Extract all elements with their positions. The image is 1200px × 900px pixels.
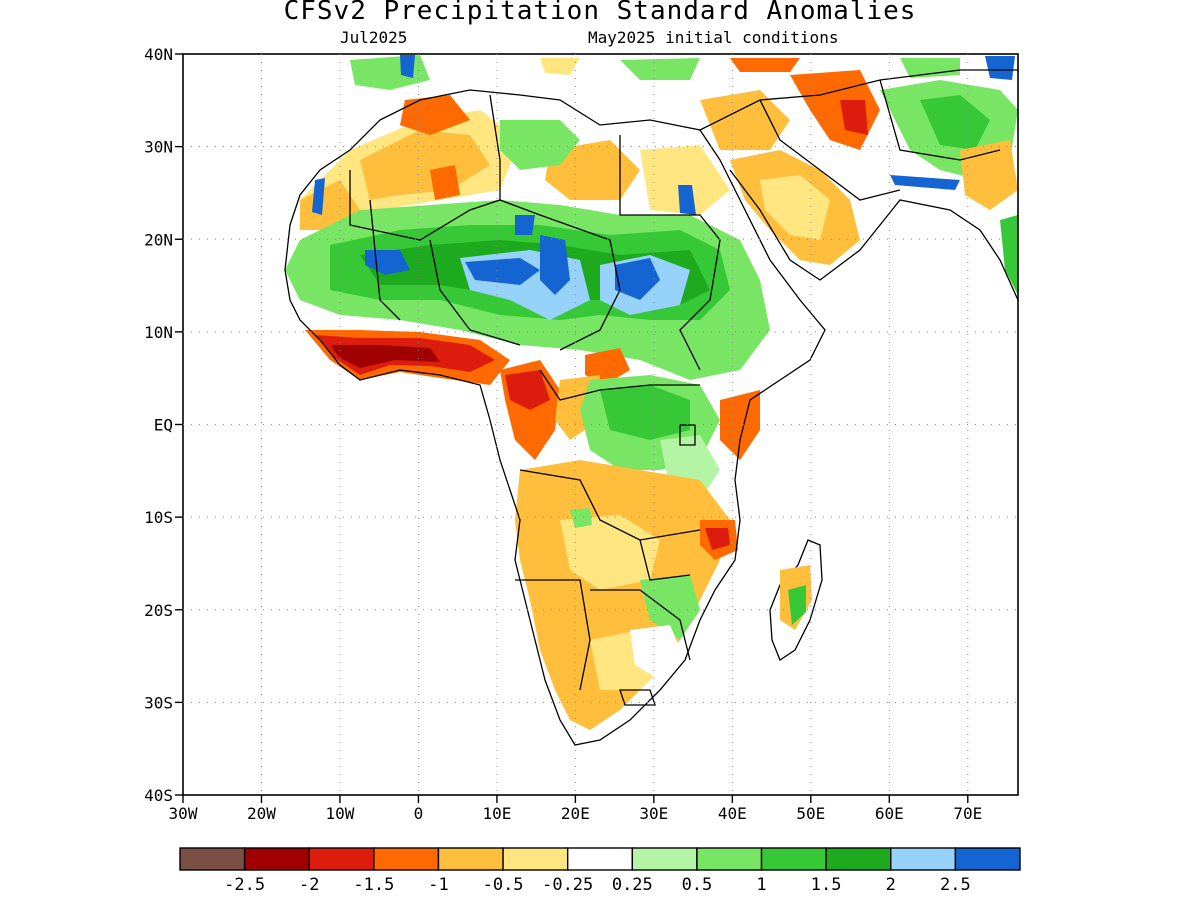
lat-tick-label: 30N: [144, 138, 173, 157]
colorbar-label: 1.5: [811, 875, 842, 895]
colorbar-label: 2.5: [940, 875, 971, 895]
lat-tick-label: 20N: [144, 230, 173, 249]
colorbar-swatch: [243, 847, 310, 871]
colorbar-label: -0.25: [542, 875, 593, 895]
lon-tick-label: 50E: [796, 804, 825, 823]
lon-tick-label: 0: [414, 804, 424, 823]
coastlines-and-borders: [284, 69, 1018, 746]
forecast-month: Jul2025: [340, 28, 408, 47]
lon-tick-label: 70E: [953, 804, 982, 823]
lat-tick-label: 30S: [144, 693, 173, 712]
colorbar-swatch: [954, 847, 1021, 871]
lon-tick-label: 10W: [326, 804, 355, 823]
colorbar-legend: -2.5 -2 -1.5 -1 -0.5 -0.25 0.25 0.5 1 1.5 2 2.5: [179, 847, 1021, 895]
lat-tick-label: 10N: [144, 323, 173, 342]
lon-tick-label: 20E: [561, 804, 590, 823]
colorbar-label: 0.25: [612, 875, 653, 895]
longitude-axis: 30W 20W 10W 0 10E 20E 30E 40E 50E 60E 70E: [169, 795, 982, 823]
lat-tick-label: 40N: [144, 45, 173, 64]
colorbar-swatch: [437, 847, 504, 871]
figure-title: CFSv2 Precipitation Standard Anomalies: [283, 0, 917, 26]
colorbar-swatch: [760, 847, 827, 871]
lon-tick-label: 10E: [482, 804, 511, 823]
colorbar-label: -1.5: [353, 875, 394, 895]
colorbar-swatch: [825, 847, 892, 871]
colorbar-label: -2.5: [224, 875, 265, 895]
lon-tick-label: 40E: [718, 804, 747, 823]
colorbar-label: 2: [886, 875, 896, 895]
colorbar-swatch: [373, 847, 440, 871]
lat-tick-label: 20S: [144, 601, 173, 620]
lat-tick-label: EQ: [154, 416, 173, 435]
colorbar-label: 0.5: [682, 875, 713, 895]
lat-tick-label: 10S: [144, 508, 173, 527]
colorbar-label: 1: [756, 875, 766, 895]
lon-tick-label: 60E: [875, 804, 904, 823]
map-field: [183, 54, 1018, 746]
colorbar-swatch: [566, 847, 634, 871]
colorbar-swatch: [502, 847, 569, 871]
colorbar-label: -0.5: [483, 875, 524, 895]
colorbar-swatch: [696, 847, 763, 871]
lat-tick-label: 40S: [144, 786, 173, 805]
colorbar-swatch: [890, 847, 957, 871]
colorbar-swatch: [308, 847, 375, 871]
colorbar-swatch: [179, 847, 246, 871]
colorbar-label: -2: [299, 875, 319, 895]
colorbar-label: -1: [428, 875, 448, 895]
colorbar-swatch: [631, 847, 698, 871]
latitude-axis: 40N 30N 20N 10N EQ 10S 20S 30S 40S: [144, 45, 183, 805]
anomaly-shading: [285, 55, 1018, 730]
initial-conditions: May2025 initial conditions: [588, 28, 839, 47]
lon-tick-label: 30W: [169, 804, 198, 823]
lon-tick-label: 30E: [639, 804, 668, 823]
lon-tick-label: 20W: [247, 804, 276, 823]
